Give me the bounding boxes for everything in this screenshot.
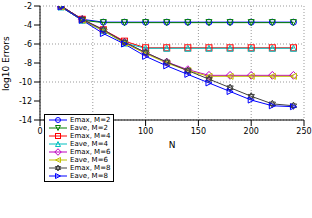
svg-text:-12: -12 [19, 97, 32, 106]
svg-text:50: 50 [88, 127, 98, 136]
svg-text:-2: -2 [24, 2, 32, 11]
svg-text:N: N [169, 140, 176, 150]
svg-text:0: 0 [37, 127, 42, 136]
svg-text:-10: -10 [19, 78, 32, 87]
svg-text:100: 100 [138, 127, 153, 136]
svg-text:log10 Errors: log10 Errors [1, 36, 11, 91]
svg-text:250: 250 [296, 127, 311, 136]
svg-text:-6: -6 [24, 40, 32, 49]
svg-text:200: 200 [244, 127, 259, 136]
svg-text:150: 150 [191, 127, 206, 136]
svg-text:-8: -8 [24, 59, 32, 68]
svg-text:-14: -14 [19, 116, 32, 125]
svg-text:-4: -4 [24, 21, 32, 30]
